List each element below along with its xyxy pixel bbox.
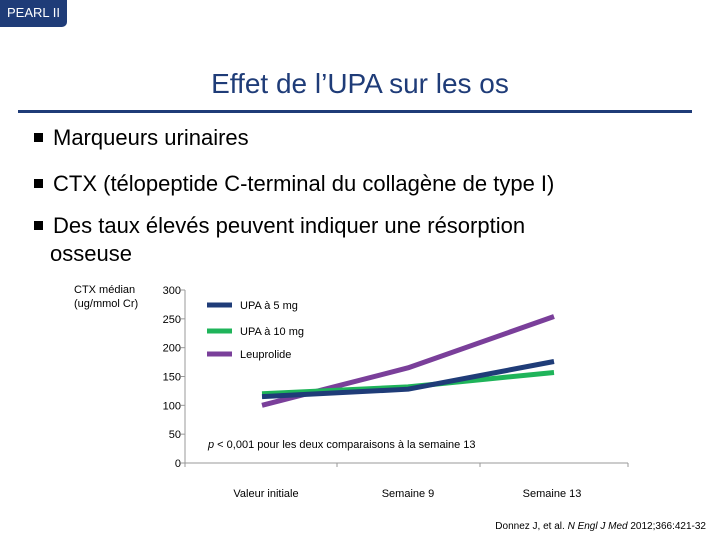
x-tick-label: Valeur initiale (233, 488, 298, 500)
p-value-annotation: p < 0,001 pour les deux comparaisons à l… (207, 439, 476, 451)
slide-title: Effet de l’UPA sur les os (211, 68, 509, 99)
reference-authors: Donnez J, et al. (495, 521, 568, 532)
series-line-0 (261, 359, 555, 400)
y-tick-label: 150 (163, 372, 181, 384)
legend-label: UPA à 10 mg (240, 326, 304, 338)
y-tick-label: 200 (163, 343, 181, 355)
bullet-text: Des taux élevés peuvent indiquer une rés… (53, 213, 526, 238)
bullet-text: Marqueurs urinaires (53, 125, 249, 150)
reference-details: 2012;366:421-32 (627, 521, 706, 532)
presentation-tag: PEARL II (0, 0, 67, 27)
reference-citation: Donnez J, et al. N Engl J Med 2012;366:4… (495, 521, 706, 532)
bullet-item: Des taux élevés peuvent indiquer une rés… (34, 212, 674, 268)
x-tick-label: Semaine 9 (382, 488, 435, 500)
title-underline (18, 110, 692, 113)
y-tick-label: 100 (163, 400, 181, 412)
x-tick-label: Semaine 13 (523, 488, 582, 500)
y-axis-title-line-2: (ug/mmol Cr) (74, 298, 138, 310)
y-tick-label: 0 (175, 458, 181, 470)
bullet-square-icon (34, 133, 43, 142)
bullet-text-continuation: osseuse (50, 241, 132, 266)
y-axis-title-line-1: CTX médian (74, 284, 135, 296)
p-value-text: < 0,001 pour les deux comparaisons à la … (214, 439, 475, 451)
bullet-square-icon (34, 179, 43, 188)
p-value-italic: p (207, 439, 214, 451)
y-tick-label: 300 (163, 285, 181, 297)
y-tick-label: 50 (169, 429, 181, 441)
bullet-text: CTX (télopeptide C-terminal du collagène… (53, 171, 555, 196)
bullet-item: CTX (télopeptide C-terminal du collagène… (34, 170, 554, 198)
bullet-item: Marqueurs urinaires (34, 124, 249, 152)
bullet-square-icon (34, 221, 43, 230)
legend-label: UPA à 5 mg (240, 300, 298, 312)
reference-journal: N Engl J Med (567, 521, 628, 532)
legend-label: Leuprolide (240, 349, 291, 361)
y-tick-label: 250 (163, 314, 181, 326)
